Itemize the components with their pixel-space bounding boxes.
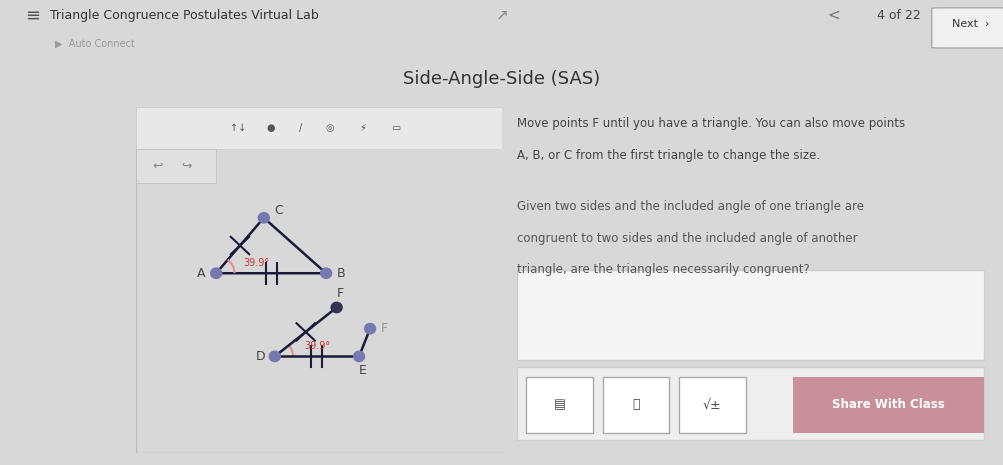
Text: ↑↓: ↑↓ [230, 123, 246, 133]
Text: /: / [299, 123, 302, 133]
Text: 39.9°: 39.9° [304, 341, 330, 351]
Circle shape [211, 268, 222, 279]
Text: C: C [274, 205, 283, 217]
Text: D: D [255, 350, 265, 363]
Text: Triangle Congruence Postulates Virtual Lab: Triangle Congruence Postulates Virtual L… [50, 9, 319, 22]
Circle shape [331, 302, 342, 312]
Text: ↪: ↪ [182, 159, 192, 173]
Text: ↗: ↗ [495, 8, 508, 23]
Text: Given two sides and the included angle of one triangle are: Given two sides and the included angle o… [517, 200, 863, 213]
Text: √±: √± [702, 399, 721, 412]
Circle shape [364, 324, 375, 334]
FancyBboxPatch shape [517, 270, 983, 360]
Text: ▶  Auto Connect: ▶ Auto Connect [55, 39, 135, 48]
Text: ≡: ≡ [25, 7, 40, 25]
Text: ▤: ▤ [554, 399, 565, 412]
Text: F: F [381, 322, 388, 335]
Text: Next  ›: Next › [951, 19, 989, 29]
Circle shape [258, 213, 269, 223]
Text: ◎: ◎ [325, 123, 334, 133]
Text: ⤓: ⤓ [632, 399, 639, 412]
Text: 4 of 22: 4 of 22 [876, 9, 920, 22]
Text: Share With Class: Share With Class [831, 399, 944, 412]
Circle shape [320, 268, 331, 279]
Text: ⚡: ⚡ [359, 123, 366, 133]
Text: <: < [826, 8, 839, 23]
FancyBboxPatch shape [931, 8, 1003, 48]
FancyBboxPatch shape [602, 377, 669, 432]
Text: 39.9°: 39.9° [244, 258, 270, 268]
Text: ●: ● [267, 123, 275, 133]
FancyBboxPatch shape [526, 377, 593, 432]
Text: ↩: ↩ [152, 159, 162, 173]
Text: Side-Angle-Side (SAS): Side-Angle-Side (SAS) [403, 70, 600, 88]
FancyBboxPatch shape [517, 367, 983, 439]
Bar [135, 148, 216, 183]
Text: E: E [358, 364, 366, 377]
Text: B: B [336, 267, 345, 280]
Text: congruent to two sides and the included angle of another: congruent to two sides and the included … [517, 232, 857, 245]
Text: Move points F until you have a triangle. You can also move points: Move points F until you have a triangle.… [517, 117, 904, 130]
Text: F: F [336, 287, 344, 300]
Text: triangle, are the triangles necessarily congruent?: triangle, are the triangles necessarily … [517, 263, 808, 276]
Text: A, B, or C from the first triangle to change the size.: A, B, or C from the first triangle to ch… [517, 148, 819, 161]
FancyBboxPatch shape [792, 377, 983, 432]
Bar [135, 107, 502, 148]
FancyBboxPatch shape [678, 377, 745, 432]
Circle shape [353, 351, 364, 362]
Text: A: A [197, 267, 206, 280]
Text: ▭: ▭ [391, 123, 400, 133]
Circle shape [269, 351, 280, 362]
